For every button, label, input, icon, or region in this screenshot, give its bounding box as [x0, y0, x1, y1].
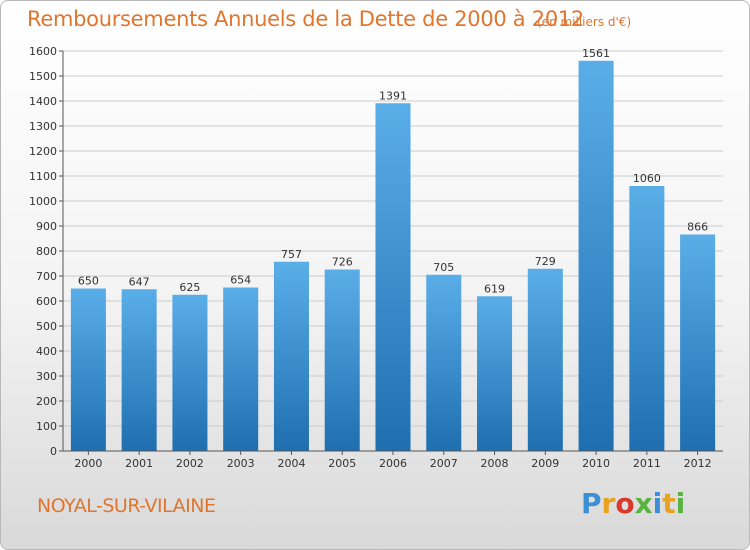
- logo-letter: r: [601, 487, 616, 520]
- bar-value-label: 1391: [379, 89, 407, 102]
- x-tick-label: 2006: [379, 457, 407, 470]
- bar-value-label: 619: [484, 282, 505, 295]
- bar: [121, 289, 157, 451]
- logo-letter: i: [675, 487, 686, 520]
- bar-value-label: 757: [281, 248, 302, 261]
- bar: [629, 186, 665, 451]
- x-tick-label: 2004: [277, 457, 305, 470]
- y-tick-label: 1000: [29, 195, 57, 208]
- bar-value-label: 729: [535, 255, 556, 268]
- x-tick-label: 2010: [582, 457, 610, 470]
- chart-title: Remboursements Annuels de la Dette de 20…: [27, 7, 584, 31]
- y-tick-label: 900: [36, 220, 57, 233]
- bar-value-label: 726: [332, 256, 353, 269]
- y-tick-label: 1600: [29, 45, 57, 58]
- x-tick-label: 2007: [430, 457, 458, 470]
- x-tick-label: 2000: [74, 457, 102, 470]
- y-tick-label: 1500: [29, 70, 57, 83]
- bar: [375, 103, 411, 451]
- logo-letter: x: [634, 487, 653, 520]
- logo-letter: P: [581, 487, 602, 520]
- y-tick-label: 400: [36, 345, 57, 358]
- bar-value-label: 625: [179, 281, 200, 294]
- bar: [70, 288, 106, 451]
- x-tick-label: 2012: [684, 457, 712, 470]
- y-tick-label: 1100: [29, 170, 57, 183]
- bar: [680, 234, 716, 451]
- x-tick-label: 2001: [125, 457, 153, 470]
- y-tick-label: 0: [50, 445, 57, 458]
- bar-value-label: 650: [78, 275, 99, 288]
- x-tick-label: 2008: [481, 457, 509, 470]
- bar-value-label: 705: [433, 261, 454, 274]
- x-tick-label: 2002: [176, 457, 204, 470]
- y-tick-label: 1300: [29, 120, 57, 133]
- y-tick-label: 300: [36, 370, 57, 383]
- bars: [70, 60, 716, 451]
- proxiti-logo[interactable]: Proxiti: [581, 487, 685, 520]
- bar: [223, 287, 259, 451]
- bar-value-label: 866: [687, 221, 708, 234]
- y-tick-label: 100: [36, 420, 57, 433]
- logo-letter: t: [662, 487, 676, 520]
- y-tick-label: 700: [36, 270, 57, 283]
- y-tick-label: 600: [36, 295, 57, 308]
- city-name: NOYAL-SUR-VILAINE: [37, 495, 216, 517]
- x-tick-label: 2009: [531, 457, 559, 470]
- logo-letter: i: [652, 487, 663, 520]
- bar-value-label: 647: [129, 275, 150, 288]
- x-tick-label: 2003: [227, 457, 255, 470]
- bar: [172, 294, 208, 451]
- logo-letter: o: [615, 487, 635, 520]
- y-tick-label: 1200: [29, 145, 57, 158]
- bar: [578, 60, 614, 451]
- axes: 0 100 200 300 400 500 600 700 800 900 1000 1100 1200…: [29, 45, 723, 470]
- x-tick-label: 2005: [328, 457, 356, 470]
- bar-value-label: 1561: [582, 47, 610, 60]
- bar-value-label: 1060: [633, 172, 661, 185]
- bar: [273, 261, 309, 451]
- bar: [324, 269, 360, 451]
- x-tick-label: 2011: [633, 457, 661, 470]
- y-tick-label: 1400: [29, 95, 57, 108]
- bar: [527, 268, 563, 451]
- y-tick-label: 500: [36, 320, 57, 333]
- bar: [426, 274, 462, 451]
- value-labels: 650 647 625 654 757 726 1391 705 619 729 1561 1060 8…: [78, 47, 708, 296]
- chart-unit-label: (en milliers d'€): [537, 15, 632, 29]
- bar: [477, 296, 513, 451]
- bar-value-label: 654: [230, 274, 251, 287]
- y-tick-label: 200: [36, 395, 57, 408]
- y-tick-label: 800: [36, 245, 57, 258]
